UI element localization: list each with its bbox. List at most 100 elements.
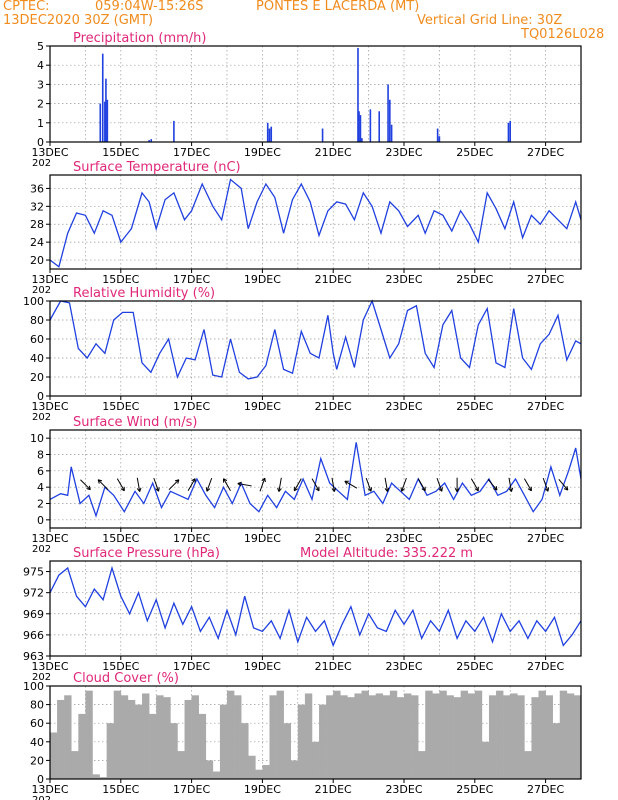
- precip-bar: [105, 78, 107, 142]
- x-tick-label: 13DEC: [31, 660, 68, 673]
- header-run: 13DEC2020 30Z (GMT): [3, 13, 154, 28]
- x-tick-label: 15DEC: [102, 400, 139, 413]
- cloud-bar: [545, 695, 553, 779]
- cloud-bar: [120, 695, 129, 779]
- cloud-bar: [276, 690, 284, 779]
- cloud-bar: [156, 695, 164, 779]
- x-tick-label: 27DEC: [527, 400, 564, 413]
- wind-arrow: [187, 478, 196, 492]
- x-year-label-clipped: 202: [32, 412, 51, 423]
- y-tick-label: 975: [23, 566, 44, 579]
- cloud-bar: [283, 723, 292, 779]
- cloud-bar: [290, 760, 299, 779]
- wind-arrow: [558, 479, 569, 491]
- cloud-bar: [311, 741, 320, 779]
- wind-arrow: [116, 478, 125, 492]
- precip-bar: [509, 120, 511, 142]
- series-line: [49, 442, 582, 518]
- cloud-bar: [347, 697, 355, 779]
- wind-arrow: [277, 477, 282, 492]
- wind-arrow: [205, 477, 213, 492]
- y-tick-label: 972: [23, 587, 44, 600]
- cloud-bar: [368, 695, 376, 779]
- cloud-bar: [127, 699, 136, 779]
- precip-bar: [99, 103, 102, 142]
- wind-arrow: [400, 477, 407, 492]
- panel-frame: [49, 560, 582, 657]
- cloud-bar: [488, 695, 497, 779]
- y-tick-label: 4: [37, 59, 44, 72]
- precip-bar: [359, 115, 362, 142]
- cloud-bar: [503, 695, 511, 779]
- x-year-label-clipped: 202: [32, 795, 51, 800]
- cloud-bar: [255, 769, 263, 779]
- y-tick-label: 963: [23, 650, 44, 663]
- x-tick-label: 25DEC: [456, 532, 493, 545]
- cloud-bar: [517, 695, 525, 779]
- panel-title: Precipitation (mm/h): [73, 31, 206, 46]
- precip-bar: [268, 128, 271, 142]
- panel-4: [46, 429, 582, 532]
- x-tick-label: 25DEC: [456, 783, 493, 796]
- x-tick-label: 19DEC: [244, 532, 281, 545]
- panel-5: [46, 560, 582, 660]
- cloud-bar: [559, 690, 568, 779]
- x-tick-label: 19DEC: [244, 783, 281, 796]
- y-tick-label: 20: [30, 371, 44, 384]
- y-tick-label: 969: [23, 608, 44, 621]
- y-tick-label: 80: [30, 314, 44, 327]
- y-tick-label: 0: [37, 773, 44, 786]
- x-tick-label: 15DEC: [102, 532, 139, 545]
- x-tick-label: 27DEC: [527, 273, 564, 286]
- cloud-bar: [163, 697, 171, 779]
- x-year-label-clipped: 202: [32, 285, 51, 296]
- wind-arrow: [344, 480, 358, 489]
- precip-bar: [390, 124, 393, 142]
- x-tick-label: 21DEC: [315, 273, 352, 286]
- x-year-label-clipped: 202: [32, 158, 51, 169]
- y-tick-label: 36: [30, 182, 44, 195]
- y-tick-label: 2: [37, 498, 44, 511]
- cloud-bar: [234, 695, 242, 779]
- wind-arrow: [136, 477, 142, 492]
- cloud-bar: [453, 697, 461, 779]
- cloud-bar: [177, 751, 185, 779]
- y-tick-label: 10: [30, 432, 44, 445]
- x-tick-label: 27DEC: [527, 532, 564, 545]
- x-tick-label: 17DEC: [173, 660, 210, 673]
- cloud-bar: [269, 695, 277, 779]
- cloud-bar: [439, 690, 447, 779]
- x-tick-label: 13DEC: [31, 273, 68, 286]
- cloud-bar: [205, 760, 214, 779]
- x-tick-label: 15DEC: [102, 783, 139, 796]
- wind-arrow: [331, 477, 337, 492]
- wind-arrow: [436, 477, 443, 492]
- y-tick-label: 20: [30, 754, 44, 767]
- y-tick-label: 4: [37, 481, 44, 494]
- y-tick-label: 0: [37, 136, 44, 149]
- cloud-bar: [566, 693, 575, 779]
- cloud-bar: [411, 695, 419, 779]
- x-year-label-clipped: 202: [32, 672, 51, 683]
- panel-title: Surface Temperature (nC): [73, 160, 241, 175]
- cloud-bar: [552, 723, 561, 779]
- x-tick-label: 23DEC: [385, 146, 422, 159]
- cloud-bar: [354, 693, 362, 779]
- x-tick-label: 13DEC: [31, 532, 68, 545]
- y-tick-label: 2: [37, 98, 44, 111]
- precip-bar: [436, 128, 439, 142]
- panel-frame: [49, 45, 582, 143]
- y-tick-label: 0: [37, 390, 44, 403]
- x-tick-label: 13DEC: [31, 400, 68, 413]
- x-tick-label: 15DEC: [102, 146, 139, 159]
- x-tick-label: 23DEC: [385, 783, 422, 796]
- cloud-bar: [460, 690, 469, 779]
- panel-frame: [49, 300, 582, 397]
- cloud-bar: [50, 732, 58, 779]
- panel-frame: [49, 429, 582, 529]
- cloud-bar: [340, 695, 348, 779]
- wind-arrow: [259, 477, 266, 492]
- cloud-bar: [142, 693, 150, 779]
- x-tick-label: 17DEC: [173, 400, 210, 413]
- y-tick-label: 24: [30, 236, 44, 249]
